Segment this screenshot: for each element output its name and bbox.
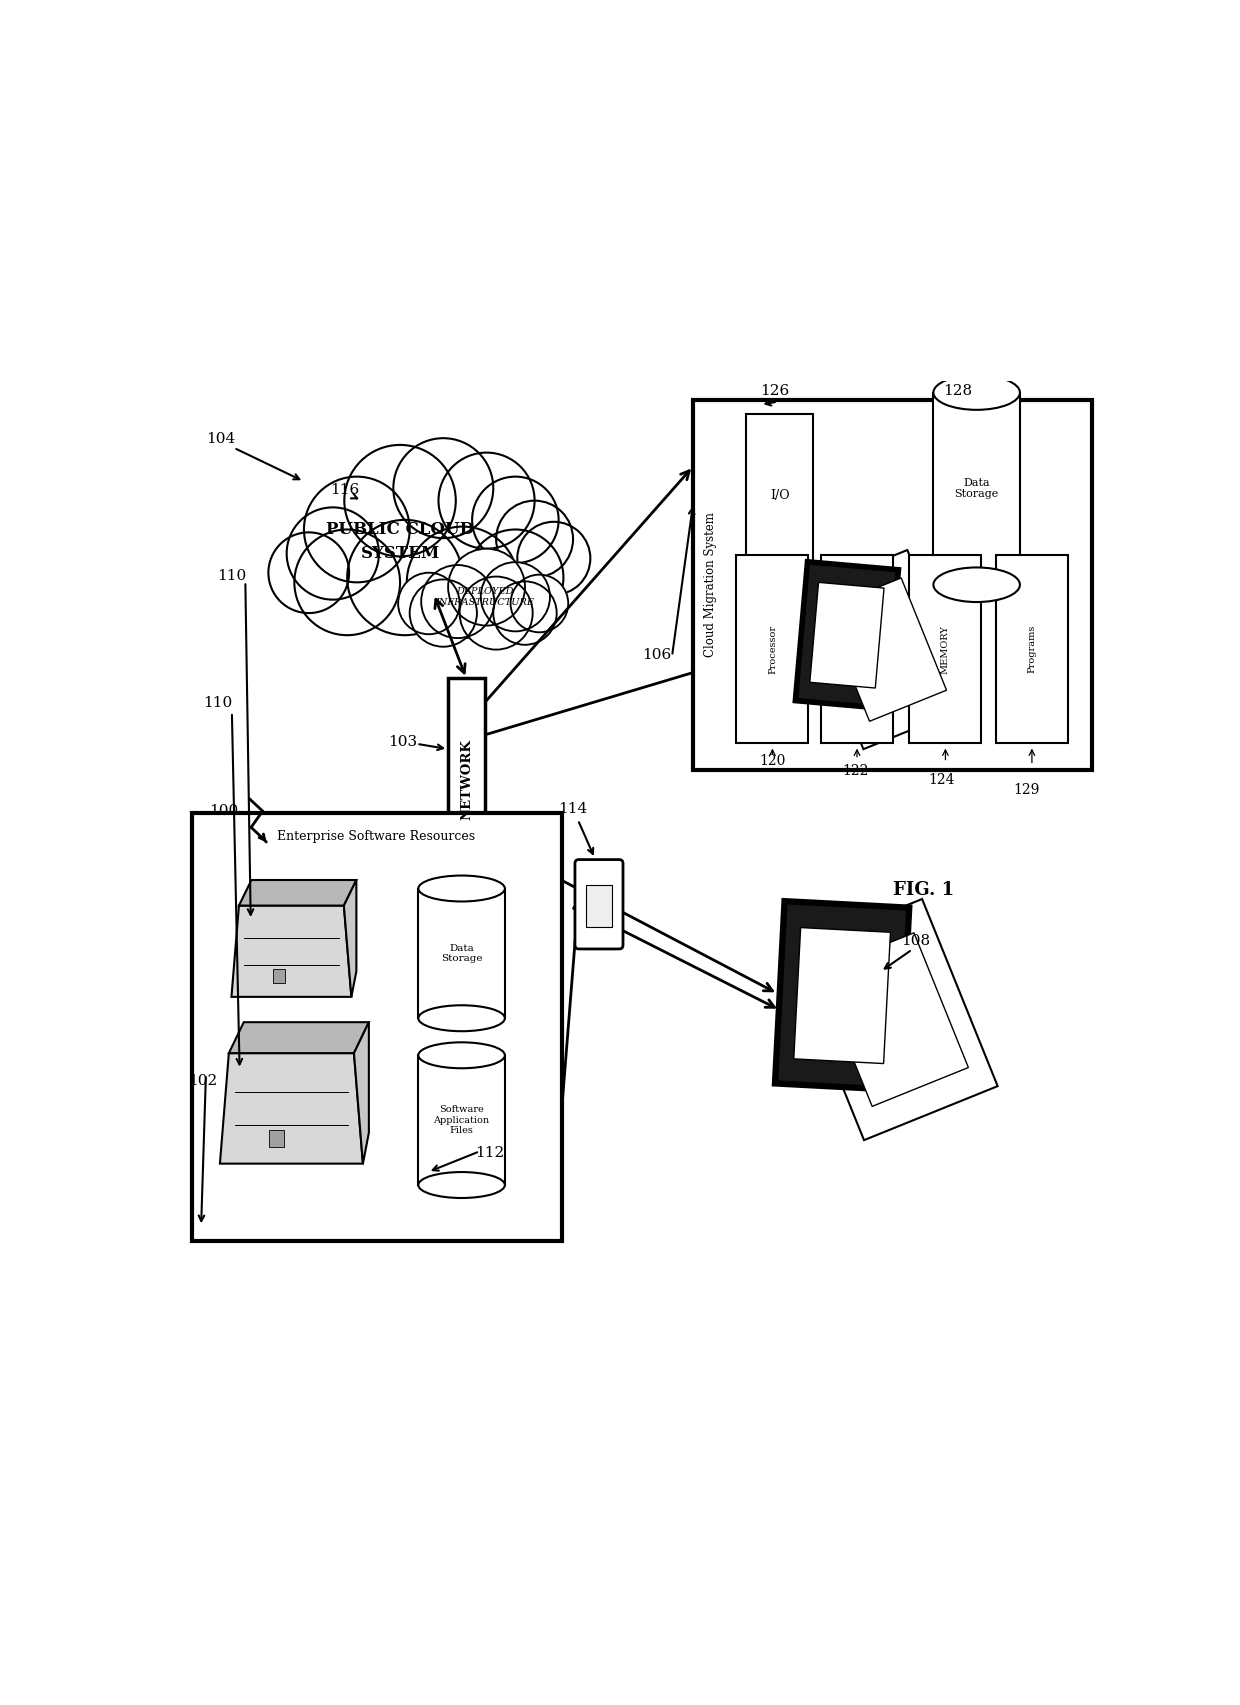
Text: Data
Storage: Data Storage	[441, 943, 482, 963]
Circle shape	[496, 501, 573, 578]
Text: 112: 112	[475, 1146, 503, 1159]
Polygon shape	[353, 1023, 368, 1163]
Polygon shape	[232, 905, 351, 997]
Text: Enterprise Software Resources: Enterprise Software Resources	[278, 830, 476, 844]
Text: 114: 114	[558, 801, 588, 817]
Polygon shape	[775, 902, 909, 1089]
Circle shape	[511, 575, 568, 633]
Text: 102: 102	[188, 1074, 218, 1088]
FancyBboxPatch shape	[269, 1130, 284, 1147]
FancyBboxPatch shape	[418, 1055, 505, 1185]
Text: 106: 106	[642, 648, 671, 662]
Circle shape	[294, 530, 401, 636]
FancyBboxPatch shape	[273, 970, 285, 984]
Text: 103: 103	[388, 735, 418, 748]
Text: I/O: I/O	[770, 489, 790, 503]
Circle shape	[448, 549, 525, 626]
Text: Cloud Migration System: Cloud Migration System	[704, 512, 717, 656]
Polygon shape	[343, 880, 356, 997]
Text: MEMORY: MEMORY	[941, 624, 950, 673]
Circle shape	[472, 477, 558, 563]
Ellipse shape	[418, 1006, 505, 1032]
FancyBboxPatch shape	[909, 556, 982, 743]
Circle shape	[407, 527, 518, 638]
Polygon shape	[817, 933, 968, 1107]
Text: Programs: Programs	[1028, 626, 1037, 673]
Text: 129: 129	[1013, 783, 1039, 796]
FancyBboxPatch shape	[585, 885, 613, 928]
Text: 122: 122	[842, 764, 868, 777]
Ellipse shape	[418, 1042, 505, 1069]
FancyBboxPatch shape	[996, 556, 1068, 743]
Text: 128: 128	[942, 384, 972, 397]
Ellipse shape	[418, 1171, 505, 1199]
FancyBboxPatch shape	[191, 813, 562, 1241]
Circle shape	[439, 452, 534, 549]
FancyBboxPatch shape	[934, 392, 1019, 585]
FancyBboxPatch shape	[418, 888, 505, 1018]
Polygon shape	[239, 880, 356, 905]
Circle shape	[345, 445, 456, 556]
Polygon shape	[795, 563, 899, 709]
Circle shape	[286, 508, 379, 600]
Text: FIG. 1: FIG. 1	[893, 881, 955, 899]
Circle shape	[304, 477, 409, 583]
Polygon shape	[219, 1054, 363, 1163]
Text: DEPLOYED
INFRASTRUCTURE: DEPLOYED INFRASTRUCTURE	[435, 587, 534, 607]
Circle shape	[422, 564, 495, 638]
Text: Data
Storage: Data Storage	[955, 477, 998, 500]
Circle shape	[268, 532, 350, 614]
Ellipse shape	[418, 876, 505, 902]
Circle shape	[467, 530, 563, 626]
Text: 110: 110	[203, 696, 232, 711]
Text: 108: 108	[901, 934, 931, 948]
Polygon shape	[789, 899, 998, 1141]
Circle shape	[494, 581, 557, 644]
FancyBboxPatch shape	[737, 556, 808, 743]
Text: 104: 104	[206, 431, 234, 447]
Circle shape	[409, 580, 477, 646]
Polygon shape	[825, 578, 946, 721]
Text: 120: 120	[759, 754, 786, 767]
Circle shape	[393, 438, 494, 539]
Text: 124: 124	[929, 772, 955, 788]
Text: PUBLIC CLOUD: PUBLIC CLOUD	[326, 522, 474, 539]
FancyBboxPatch shape	[575, 859, 622, 950]
Circle shape	[481, 563, 551, 631]
FancyBboxPatch shape	[746, 414, 813, 578]
Text: 100: 100	[210, 803, 239, 818]
Ellipse shape	[934, 568, 1021, 602]
Text: 126: 126	[760, 384, 790, 397]
Circle shape	[517, 522, 590, 595]
Ellipse shape	[934, 375, 1021, 409]
Polygon shape	[800, 551, 971, 748]
Polygon shape	[229, 1023, 368, 1054]
Circle shape	[398, 573, 460, 634]
Text: 110: 110	[217, 569, 247, 583]
Text: Software
Application
Files: Software Application Files	[434, 1105, 490, 1136]
FancyBboxPatch shape	[693, 399, 1092, 769]
Text: NETWORK: NETWORK	[460, 738, 472, 820]
Polygon shape	[794, 928, 890, 1064]
Circle shape	[460, 576, 533, 650]
Circle shape	[347, 520, 463, 636]
Text: NETWORK
INTERFACE: NETWORK INTERFACE	[847, 619, 867, 680]
FancyBboxPatch shape	[821, 556, 893, 743]
Text: Processor: Processor	[768, 624, 777, 673]
FancyBboxPatch shape	[448, 679, 485, 880]
Polygon shape	[810, 583, 884, 689]
Text: SYSTEM: SYSTEM	[361, 546, 440, 563]
Text: 116: 116	[330, 483, 358, 496]
